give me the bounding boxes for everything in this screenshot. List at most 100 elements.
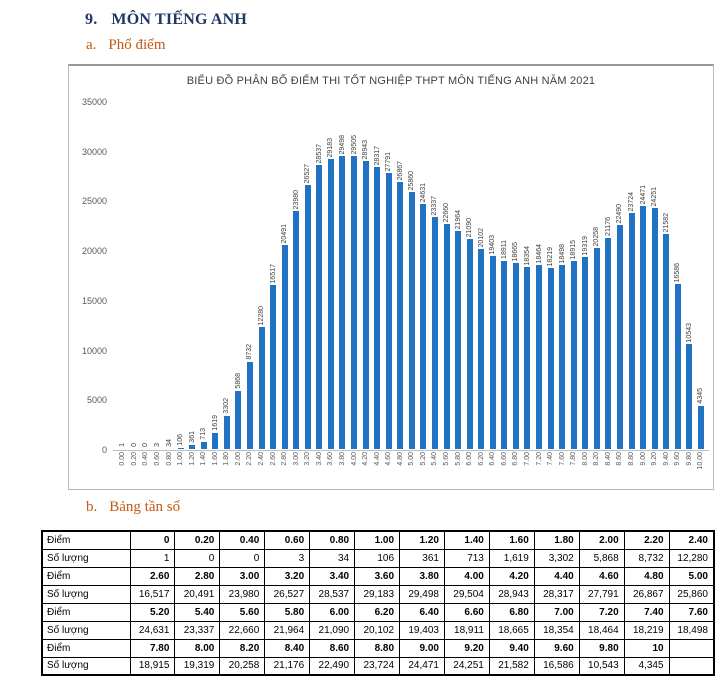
x-tick-zone: 1.80 <box>223 452 230 488</box>
table-cell: 9.40 <box>488 638 535 658</box>
table-cell: 1.00 <box>354 530 401 550</box>
x-tick-label: 4.40 <box>373 452 381 466</box>
x-tick-label: 8.60 <box>616 452 624 466</box>
chart-bar-column: 3 0.60 <box>152 102 164 488</box>
x-tick-zone: 1.00 <box>177 452 184 488</box>
chart-bar-column: 713 1.40 <box>198 102 210 488</box>
bar <box>651 208 658 449</box>
chart-bar-column: 21176 8.40 <box>603 102 615 488</box>
chart-bar-column: 34 0.80 <box>163 102 175 488</box>
table-cell: 1.60 <box>488 530 535 550</box>
bar <box>466 239 473 449</box>
table-row-counts: Số lượng 18,915 19,319 20,258 21,176 22,490 23… <box>41 656 715 676</box>
table-cell: 6.20 <box>354 602 401 622</box>
table-cell: 24,251 <box>443 656 490 676</box>
table-row-scores: Điểm 2.60 2.80 3.00 3.20 3.40 3.60 3.80 4.00 4.20… <box>41 566 715 586</box>
chart-bar-column: 361 1.20 <box>186 102 198 488</box>
x-tick-label: 6.20 <box>477 452 485 466</box>
x-tick-label: 1.60 <box>211 452 219 466</box>
x-tick-zone: 9.20 <box>651 452 658 488</box>
table-cell: 20,258 <box>219 656 266 676</box>
table-cell: 7.20 <box>578 602 625 622</box>
bar-value-label: 20491 <box>281 223 289 243</box>
table-cell: 8,732 <box>623 548 670 568</box>
x-tick-zone: 3.20 <box>304 452 311 488</box>
x-tick-zone: 6.00 <box>466 452 473 488</box>
table-cell: 26,867 <box>623 584 670 604</box>
chart-bar-column: 23724 8.80 <box>626 102 638 488</box>
table-cell: 5,868 <box>578 548 625 568</box>
bar-value-label: 28943 <box>362 139 370 159</box>
bar <box>223 416 230 449</box>
x-tick-label: 3.40 <box>315 452 323 466</box>
chart-x-axis-line <box>113 450 709 451</box>
x-tick-label: 1.00 <box>177 452 185 466</box>
row-label-cell: Số lượng <box>41 620 131 640</box>
chart-bar-column: 18498 7.60 <box>556 102 568 488</box>
y-tick-label: 20000 <box>81 246 107 257</box>
bar <box>420 204 427 449</box>
x-tick-zone: 2.00 <box>235 452 242 488</box>
row-label-cell: Số lượng <box>41 548 131 568</box>
x-tick-zone: 5.60 <box>443 452 450 488</box>
bar-value-label: 23337 <box>431 195 439 215</box>
table-cell: 9.80 <box>578 638 625 658</box>
table-cell: 1,619 <box>488 548 535 568</box>
x-tick-zone: 7.60 <box>559 452 566 488</box>
x-tick-label: 8.20 <box>593 452 601 466</box>
chart-bar-column: 27791 4.60 <box>383 102 395 488</box>
table-cell: 0.80 <box>309 530 356 550</box>
bar-value-label: 18354 <box>523 245 531 265</box>
x-tick-label: 9.60 <box>674 452 682 466</box>
table-row-scores: Điểm 5.20 5.40 5.60 5.80 6.00 6.20 6.40 6.60 6.80… <box>41 602 715 622</box>
bar <box>501 261 508 449</box>
x-tick-zone: 8.20 <box>593 452 600 488</box>
bar-value-label: 22490 <box>616 203 624 223</box>
table-cell: 16,517 <box>129 584 176 604</box>
subsection-b-heading: b. Bảng tần số <box>86 499 180 516</box>
table-cell: 0 <box>174 548 221 568</box>
chart-bar-column: 18219 7.40 <box>545 102 557 488</box>
table-cell: 2.20 <box>623 530 670 550</box>
table-cell: 6.00 <box>309 602 356 622</box>
table-cell: 18,915 <box>129 656 176 676</box>
table-cell: 10,543 <box>578 656 625 676</box>
bar <box>270 285 277 449</box>
bar <box>640 206 647 449</box>
x-tick-zone: 4.00 <box>351 452 358 488</box>
x-tick-zone: 5.80 <box>455 452 462 488</box>
table-cell: 29,504 <box>443 584 490 604</box>
bar <box>374 167 381 449</box>
table-cell: 3.40 <box>309 566 356 586</box>
chart-bar-column: 29505 4.00 <box>348 102 360 488</box>
bar-value-label: 29183 <box>327 137 335 157</box>
x-tick-zone: 1.40 <box>200 452 207 488</box>
x-tick-zone: 6.60 <box>501 452 508 488</box>
table-row-scores: Điểm 7.80 8.00 8.20 8.40 8.60 8.80 9.00 9.20 9.40… <box>41 638 715 658</box>
bar <box>397 182 404 449</box>
x-tick-label: 7.60 <box>558 452 566 466</box>
bar-value-label: 21090 <box>466 217 474 237</box>
row-label-cell: Điểm <box>41 638 131 658</box>
chart-bar-column: 20491 2.80 <box>279 102 291 488</box>
x-tick-zone: 3.00 <box>293 452 300 488</box>
x-tick-zone: 7.00 <box>524 452 531 488</box>
x-tick-label: 2.00 <box>234 452 242 466</box>
table-cell: 8.60 <box>309 638 356 658</box>
table-cell: 28,943 <box>488 584 535 604</box>
x-tick-label: 3.80 <box>338 452 346 466</box>
chart-bar-column: 20258 8.20 <box>591 102 603 488</box>
chart-bar-column: 1 0.00 <box>117 102 129 488</box>
chart-bar-column: 18911 6.60 <box>499 102 511 488</box>
table-row-counts: Số lượng 16,517 20,491 23,980 26,527 28,537 29… <box>41 584 715 604</box>
table-cell: 19,319 <box>174 656 221 676</box>
chart-y-axis: 35000 30000 25000 20000 15000 10000 5000 0 <box>69 66 111 489</box>
bar <box>489 256 496 449</box>
table-cell: 6.60 <box>443 602 490 622</box>
bar <box>455 231 462 449</box>
x-tick-zone: 8.00 <box>582 452 589 488</box>
table-cell: 3.20 <box>264 566 311 586</box>
x-tick-zone: 2.40 <box>258 452 265 488</box>
x-tick-zone: 9.80 <box>686 452 693 488</box>
